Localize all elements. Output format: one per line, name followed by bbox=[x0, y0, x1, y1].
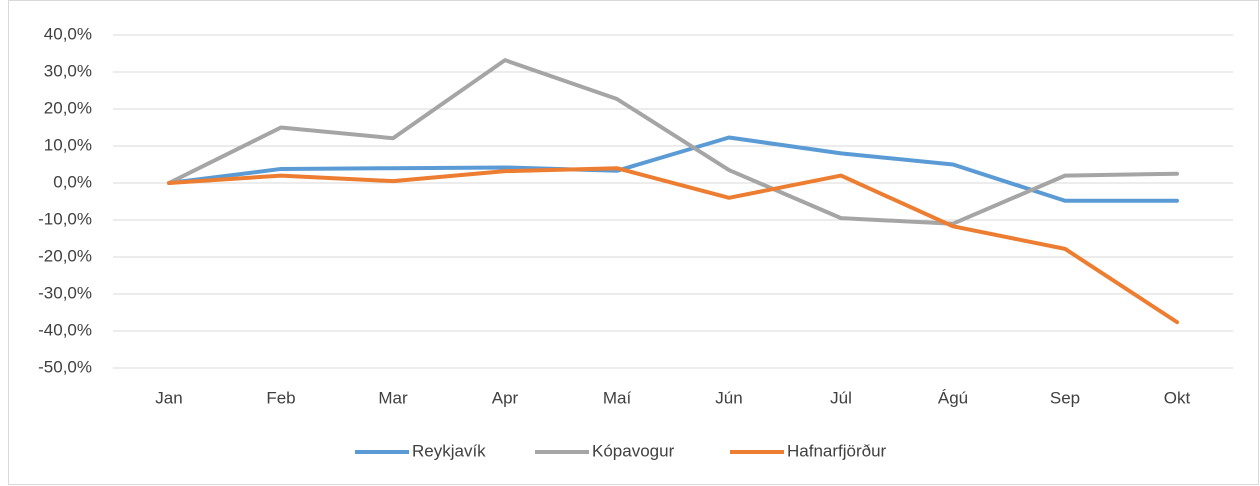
chart-border bbox=[8, 0, 1259, 485]
y-tick-label: -40,0% bbox=[38, 320, 92, 339]
y-tick-label: 10,0% bbox=[44, 135, 92, 154]
x-tick-label: Sep bbox=[1050, 388, 1080, 407]
x-tick-label: Jún bbox=[715, 388, 742, 407]
x-tick-label: Jan bbox=[155, 388, 182, 407]
y-tick-label: 40,0% bbox=[44, 24, 92, 43]
x-tick-label: Feb bbox=[266, 388, 295, 407]
y-tick-label: 20,0% bbox=[44, 98, 92, 117]
x-tick-label: Mar bbox=[378, 388, 408, 407]
y-tick-label: -20,0% bbox=[38, 246, 92, 265]
legend-label: Hafnarfjörður bbox=[787, 441, 887, 460]
x-tick-label: Apr bbox=[492, 388, 519, 407]
y-tick-label: -30,0% bbox=[38, 283, 92, 302]
y-tick-label: 0,0% bbox=[53, 172, 92, 191]
y-tick-label: -10,0% bbox=[38, 209, 92, 228]
x-tick-label: Ágú bbox=[938, 388, 968, 407]
x-tick-label: Okt bbox=[1164, 388, 1191, 407]
data-line bbox=[167, 58, 1179, 226]
x-tick-label: Maí bbox=[603, 388, 632, 407]
y-tick-label: -50,0% bbox=[38, 357, 92, 376]
data-line bbox=[167, 166, 1179, 325]
y-tick-label: 30,0% bbox=[44, 61, 92, 80]
x-tick-label: Júl bbox=[830, 388, 852, 407]
legend-label: Kópavogur bbox=[592, 441, 675, 460]
data-line bbox=[167, 135, 1179, 203]
legend-label: Reykjavík bbox=[412, 441, 486, 460]
